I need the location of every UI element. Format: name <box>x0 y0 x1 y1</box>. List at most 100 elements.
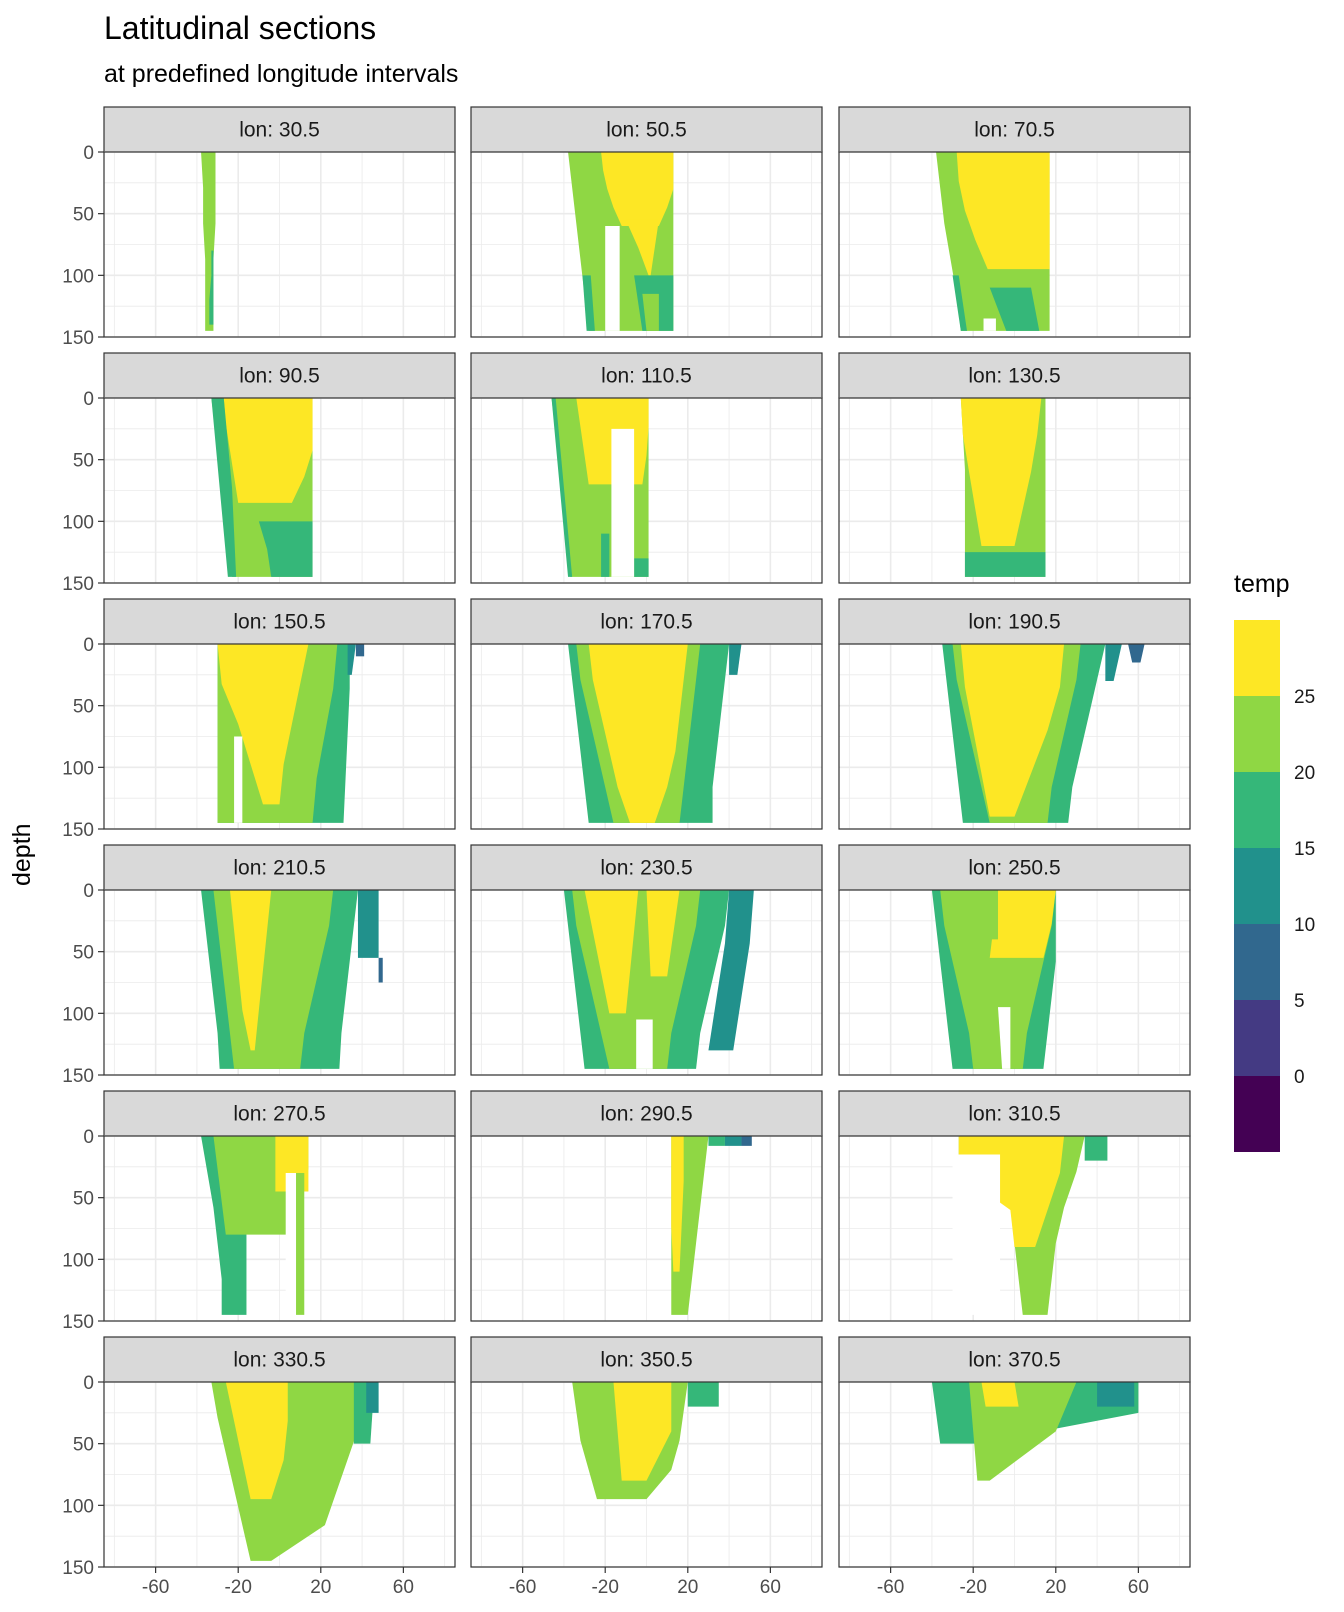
x-tick-label: 20 <box>310 1577 331 1598</box>
legend-title: temp <box>1234 570 1290 598</box>
temp-band <box>981 1382 1019 1407</box>
facet-strip-label: lon: 170.5 <box>600 611 692 634</box>
panel-border <box>838 397 1191 584</box>
x-tick-label: 60 <box>760 1577 781 1598</box>
x-tick-label: 20 <box>677 1577 698 1598</box>
panel-border <box>470 151 823 338</box>
temp-band <box>211 398 237 577</box>
chart-title: Latitudinal sections <box>104 10 377 46</box>
y-tick-label: 50 <box>73 1189 94 1210</box>
y-tick-label: 100 <box>62 1250 94 1271</box>
panel-border <box>838 889 1191 1076</box>
temp-band <box>1128 644 1145 663</box>
legend-label: 0 <box>1294 1067 1305 1088</box>
facet-strip <box>838 106 1191 153</box>
panel-border <box>470 1381 823 1568</box>
facet-strip-label: lon: 310.5 <box>968 1103 1060 1126</box>
legend-swatch <box>1234 1076 1280 1152</box>
facet-panel: lon: 230.5 <box>470 844 823 1076</box>
facet-strip-label: lon: 290.5 <box>600 1103 692 1126</box>
legend-label: 25 <box>1294 687 1315 708</box>
facet-strip <box>470 844 823 891</box>
legend-swatch <box>1234 1000 1280 1076</box>
legend-label: 15 <box>1294 839 1315 860</box>
temp-band <box>671 1136 684 1272</box>
y-tick-label: 150 <box>62 1312 94 1333</box>
temp-band <box>355 644 365 657</box>
facet-panel: lon: 210.5 0 50 100 150 <box>62 844 456 1087</box>
temp-band <box>708 1136 725 1146</box>
temp-band <box>960 644 1065 817</box>
facet-panel: lon: 350.5 -60 -20 20 60 <box>470 1336 823 1598</box>
temp-band <box>708 890 754 1051</box>
y-tick-label: 0 <box>83 635 94 656</box>
facet-panel: lon: 310.5 <box>838 1090 1191 1322</box>
x-tick-label: 60 <box>1128 1577 1149 1598</box>
facet-strip-label: lon: 110.5 <box>601 365 692 388</box>
temp-band <box>625 219 659 276</box>
temp-band <box>983 318 996 331</box>
temp-band <box>217 644 309 805</box>
panel-border <box>838 643 1191 830</box>
temp-band <box>687 1382 719 1407</box>
facet-strip-label: lon: 50.5 <box>606 119 687 142</box>
legend-swatch <box>1234 924 1280 1000</box>
legend-label: 10 <box>1294 915 1315 936</box>
facet-strip <box>103 1090 456 1137</box>
y-tick-label: 100 <box>62 758 94 779</box>
temp-band <box>952 275 968 331</box>
temp-band <box>551 398 573 577</box>
facet-strip-label: lon: 190.5 <box>968 611 1060 634</box>
temp-band <box>741 1136 752 1146</box>
y-tick-label: 150 <box>62 1066 94 1087</box>
facet-panel: lon: 150.5 0 50 100 150 <box>62 598 456 841</box>
temp-band <box>223 398 313 503</box>
panel-border <box>838 1135 1191 1322</box>
facet-strip <box>838 1090 1191 1137</box>
temp-band <box>634 558 649 577</box>
x-tick-label: -60 <box>877 1577 904 1598</box>
facet-strip <box>470 1336 823 1383</box>
legend-swatch <box>1234 772 1280 848</box>
temp-band <box>366 1382 379 1413</box>
facet-panel: lon: 130.5 <box>838 352 1191 584</box>
y-tick-label: 100 <box>62 1496 94 1517</box>
temp-band <box>601 533 610 577</box>
x-tick-label: -60 <box>509 1577 536 1598</box>
panel-border <box>470 1135 823 1322</box>
panel-border <box>470 643 823 830</box>
temp-band <box>960 398 1042 546</box>
temp-band <box>989 890 1056 958</box>
x-tick-label: 20 <box>1045 1577 1066 1598</box>
temp-band <box>378 957 383 983</box>
facet-strip-label: lon: 30.5 <box>239 119 320 142</box>
panel-border <box>103 1135 456 1322</box>
panel-border <box>838 151 1191 338</box>
y-tick-label: 50 <box>73 451 94 472</box>
facet-strip <box>470 106 823 153</box>
y-tick-label: 0 <box>83 389 94 410</box>
panel-border <box>103 151 456 338</box>
y-tick-label: 0 <box>83 143 94 164</box>
facet-panel: lon: 70.5 <box>838 106 1191 338</box>
facet-panel: lon: 250.5 <box>838 844 1191 1076</box>
facet-strip-label: lon: 130.5 <box>968 365 1060 388</box>
legend-swatch <box>1234 696 1280 772</box>
temp-band <box>1097 1382 1135 1407</box>
facet-strip-label: lon: 210.5 <box>233 857 325 880</box>
temp-band <box>296 1173 305 1315</box>
panel-border <box>470 889 823 1076</box>
facet-panel: lon: 330.5 0 50 100 150 -60 -20 20 60 <box>62 1336 456 1598</box>
facet-strip <box>103 844 456 891</box>
facet-panel: lon: 190.5 <box>838 598 1191 830</box>
facet-strip <box>838 598 1191 645</box>
facet-panel: lon: 270.5 0 50 100 150 <box>62 1090 456 1333</box>
legend-label: 5 <box>1294 991 1305 1012</box>
panel-border <box>103 889 456 1076</box>
facet-panel: lon: 110.5 <box>470 352 823 584</box>
facet-strip <box>838 844 1191 891</box>
facet-strip-label: lon: 230.5 <box>600 857 692 880</box>
temp-band <box>209 250 214 325</box>
facet-panel: lon: 370.5 -60 -20 20 60 <box>838 1336 1191 1598</box>
